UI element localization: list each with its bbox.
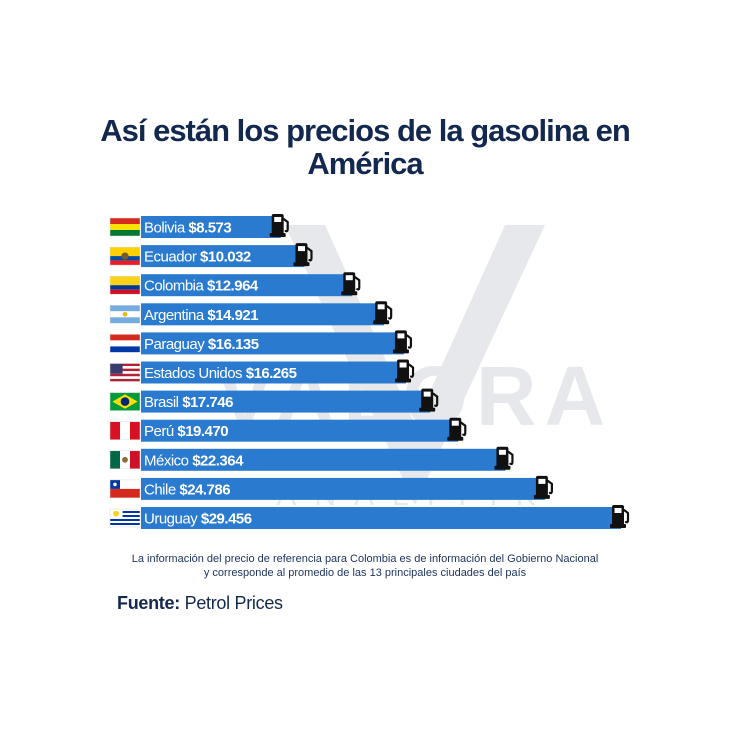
colombia-flag-icon	[109, 275, 141, 295]
source-value: Petrol Prices	[184, 593, 283, 613]
price-label: $16.265	[246, 365, 297, 382]
chart-title: Así están los precios de la gasolina en …	[100, 113, 631, 181]
price-label: $10.032	[200, 249, 251, 266]
methodology-note: La información del precio de referencia …	[95, 552, 635, 580]
bar-label: Estados Unidos $16.265	[144, 365, 297, 382]
bar-label: Perú $19.470	[144, 423, 228, 440]
fuel-pump-icon	[373, 301, 393, 325]
bar	[141, 448, 506, 471]
price-label: $16.135	[208, 336, 259, 353]
bar-row-colombia: Colombia $12.964	[109, 272, 361, 297]
bar-row-uruguay: Uruguay $29.456	[109, 505, 630, 529]
country-name: Bolivia	[144, 220, 188, 237]
bar-row-bolivia: Bolivia $8.573	[109, 214, 289, 238]
fuel-pump-icon	[533, 475, 553, 499]
bar	[141, 361, 407, 384]
fuel-pump-icon	[610, 505, 630, 528]
fuel-pump-icon	[494, 446, 514, 470]
price-label: $12.964	[207, 278, 259, 295]
price-label: $17.746	[182, 394, 233, 411]
argentina-flag-icon	[109, 305, 141, 324]
fuel-pump-icon	[293, 243, 313, 267]
bar	[141, 477, 545, 500]
country-name: Chile	[144, 481, 179, 498]
price-label: $14.921	[207, 307, 258, 324]
bar-label: Chile $24.786	[144, 481, 230, 498]
country-name: Estados Unidos	[144, 365, 246, 382]
bar	[141, 216, 281, 238]
paraguay-flag-icon	[109, 334, 141, 353]
bar	[141, 419, 459, 442]
bar-row-peru: Perú $19.470	[109, 417, 467, 442]
price-label: $24.786	[179, 481, 230, 498]
bar-label: Argentina $14.921	[144, 307, 258, 324]
country-name: Paraguay	[144, 336, 208, 353]
country-name: Ecuador	[144, 249, 200, 266]
fuel-pump-icon	[395, 359, 415, 383]
source-credit: Fuente: Petrol Prices	[117, 593, 283, 614]
fuel-pump-icon	[341, 272, 361, 296]
note-line-2: y corresponde al promedio de las 13 prin…	[203, 567, 527, 579]
country-name: México	[144, 452, 192, 469]
bar-label: Paraguay $16.135	[144, 336, 259, 353]
bar-row-usa: Estados Unidos $16.265	[109, 359, 415, 384]
bar-row-brasil: Brasil $17.746	[109, 388, 439, 413]
mexico-flag-icon	[109, 450, 141, 470]
bar-label: Uruguay $29.456	[144, 511, 252, 528]
bar	[141, 390, 431, 413]
country-name: Argentina	[144, 307, 207, 324]
bar	[141, 507, 621, 529]
peru-flag-icon	[109, 421, 141, 440]
fuel-pump-icon	[269, 214, 289, 237]
bar-chart: Bolivia $8.573 Ecuador $10.032 Colombia $1…	[109, 214, 630, 529]
uruguay-flag-icon	[109, 508, 141, 528]
country-name: Perú	[144, 423, 177, 440]
bar	[141, 303, 385, 326]
bar-label: Brasil $17.746	[144, 394, 233, 411]
note-line-1: La información del precio de referencia …	[131, 553, 599, 565]
price-label: $19.470	[177, 423, 228, 440]
bolivia-flag-icon	[109, 217, 141, 237]
bar-row-ecuador: Ecuador $10.032	[109, 243, 313, 268]
bar-row-chile: Chile $24.786	[109, 475, 553, 500]
bar-row-mexico: México $22.364	[109, 446, 514, 471]
chile-flag-icon	[109, 479, 141, 499]
bar	[141, 332, 404, 355]
country-name: Brasil	[144, 394, 182, 411]
price-label: $22.364	[192, 452, 244, 469]
brasil-flag-icon	[109, 392, 141, 411]
country-name: Uruguay	[144, 511, 201, 528]
ecuador-flag-icon	[109, 246, 141, 266]
bar-label: Ecuador $10.032	[144, 249, 251, 266]
bar-row-paraguay: Paraguay $16.135	[109, 330, 413, 355]
fuel-pump-icon	[447, 417, 467, 441]
usa-flag-icon	[109, 363, 141, 382]
country-name: Colombia	[144, 278, 207, 295]
fuel-pump-icon	[419, 388, 439, 412]
bar-label: Colombia $12.964	[144, 278, 259, 295]
price-label: $29.456	[201, 511, 252, 528]
bar-row-argentina: Argentina $14.921	[109, 301, 393, 326]
bar	[141, 274, 353, 297]
bar-label: México $22.364	[144, 452, 244, 469]
bar-label: Bolivia $8.573	[144, 220, 231, 237]
bar	[141, 245, 305, 268]
fuel-pump-icon	[392, 330, 413, 354]
source-label: Fuente:	[117, 593, 180, 613]
price-label: $8.573	[188, 220, 231, 237]
